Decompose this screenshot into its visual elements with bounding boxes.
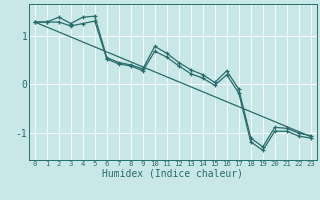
X-axis label: Humidex (Indice chaleur): Humidex (Indice chaleur) [102,169,243,179]
